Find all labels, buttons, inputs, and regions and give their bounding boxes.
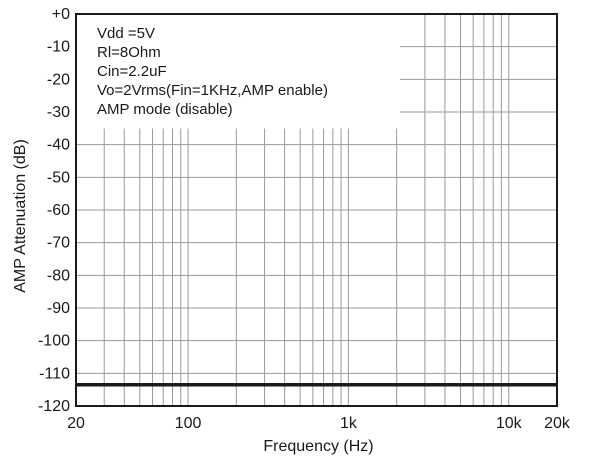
y-tick-label: -120 [38, 398, 70, 415]
grid [76, 14, 557, 406]
condition-label: Rl=8Ohm [97, 44, 161, 61]
y-tick-label: -70 [47, 235, 70, 252]
condition-label: Vo=2Vrms(Fin=1KHz,AMP enable) [97, 82, 328, 99]
y-tick-label: -80 [47, 267, 70, 284]
y-tick-label: -40 [47, 137, 70, 154]
y-tick-label: -110 [39, 365, 70, 382]
y-tick-label: -90 [47, 300, 70, 317]
condition-label: Vdd =5V [97, 25, 155, 42]
y-axis-title: AMP Attenuation (dB) [12, 139, 29, 293]
y-tick-label: -10 [47, 39, 70, 56]
plot-frame [75, 13, 558, 407]
y-tick-label: -60 [47, 202, 70, 219]
y-tick-label: -50 [47, 169, 70, 186]
x-axis-title: Frequency (Hz) [263, 438, 373, 455]
tick-labels: +0 -10 -20 -30 -40 -50 -60 -70 -80 -90 -100 -110 -12… [38, 6, 571, 432]
y-tick-label: -100 [38, 333, 70, 350]
conditions-annotations: Vdd =5V Rl=8Ohm Cin=2.2uF Vo=2Vrms(Fin=1KHz… [97, 25, 328, 118]
condition-label: Cin=2.2uF [97, 63, 167, 80]
x-tick-label: 100 [175, 415, 202, 432]
x-tick-label: 10k [496, 415, 523, 432]
y-tick-label: +0 [52, 6, 70, 23]
conditions-box [77, 15, 400, 129]
x-tick-label: 20 [67, 415, 85, 432]
condition-label: AMP mode (disable) [97, 101, 233, 118]
x-tick-label: 1k [340, 415, 358, 432]
y-tick-label: -20 [47, 71, 70, 88]
y-tick-label: -30 [47, 104, 70, 121]
x-tick-label: 20k [544, 415, 571, 432]
